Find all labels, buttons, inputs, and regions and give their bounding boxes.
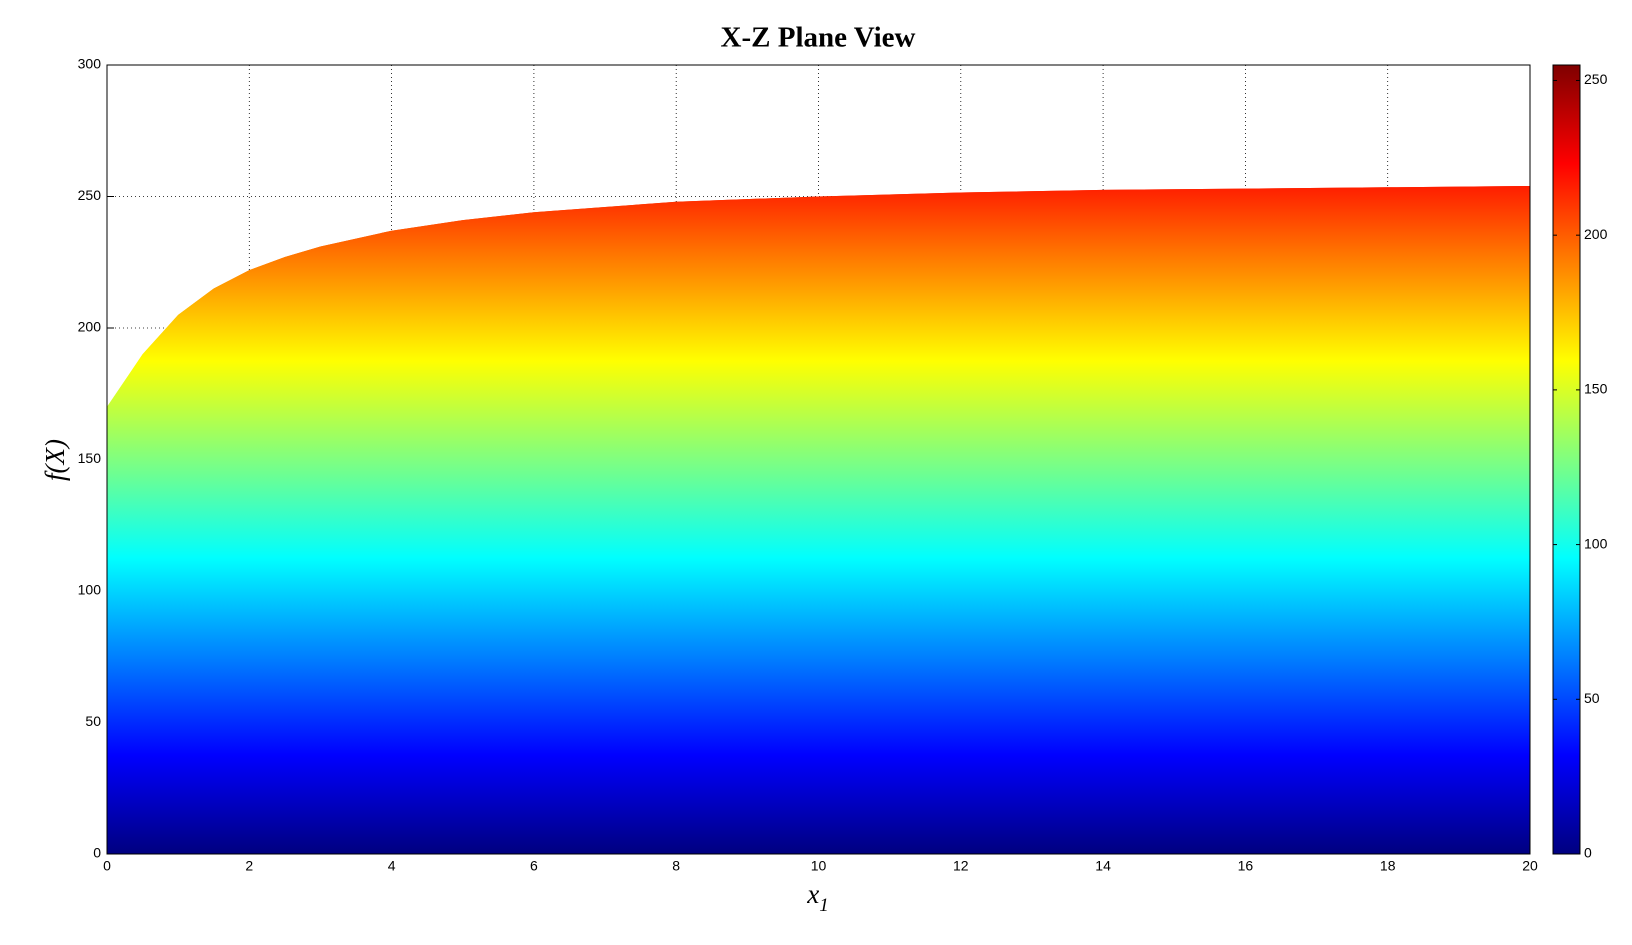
x-tick-label: 8: [672, 858, 680, 874]
x-tick-label: 18: [1380, 858, 1396, 874]
x-tick-label: 12: [953, 858, 969, 874]
y-tick-label: 100: [78, 582, 102, 598]
y-tick-label: 150: [78, 450, 102, 466]
x-label-sub: 1: [819, 895, 829, 916]
plot-frame: [106, 64, 1531, 855]
x-tick-label: 2: [245, 858, 253, 874]
colorbar-tick-label: 0: [1584, 845, 1592, 861]
x-tick-label: 14: [1095, 858, 1111, 874]
x-tick-label: 0: [103, 858, 111, 874]
x-tick-label: 16: [1238, 858, 1254, 874]
x-label-main: x: [806, 879, 819, 909]
y-tick-label: 50: [85, 713, 101, 729]
y-tick-label: 200: [78, 319, 102, 335]
colorbar-tick-label: 200: [1584, 226, 1608, 242]
y-tick-label: 250: [78, 187, 102, 203]
colorbar-tick-label: 100: [1584, 535, 1608, 551]
x-tick-label: 4: [388, 858, 396, 874]
y-tick-label: 0: [93, 845, 101, 861]
colorbar-tick-label: 150: [1584, 381, 1608, 397]
x-tick-label: 6: [530, 858, 538, 874]
x-tick-label: 20: [1522, 858, 1538, 874]
colorbar-tick-label: 50: [1584, 690, 1600, 706]
colorbar: [1552, 64, 1581, 855]
area: [107, 185, 1530, 855]
chart-title: X-Z Plane View: [721, 22, 916, 54]
x-axis-label: x1: [806, 879, 828, 916]
y-axis-label: f(X): [40, 439, 70, 481]
colorbar-tick-label: 250: [1584, 71, 1608, 87]
y-tick-label: 300: [78, 56, 102, 72]
x-tick-label: 10: [811, 858, 827, 874]
